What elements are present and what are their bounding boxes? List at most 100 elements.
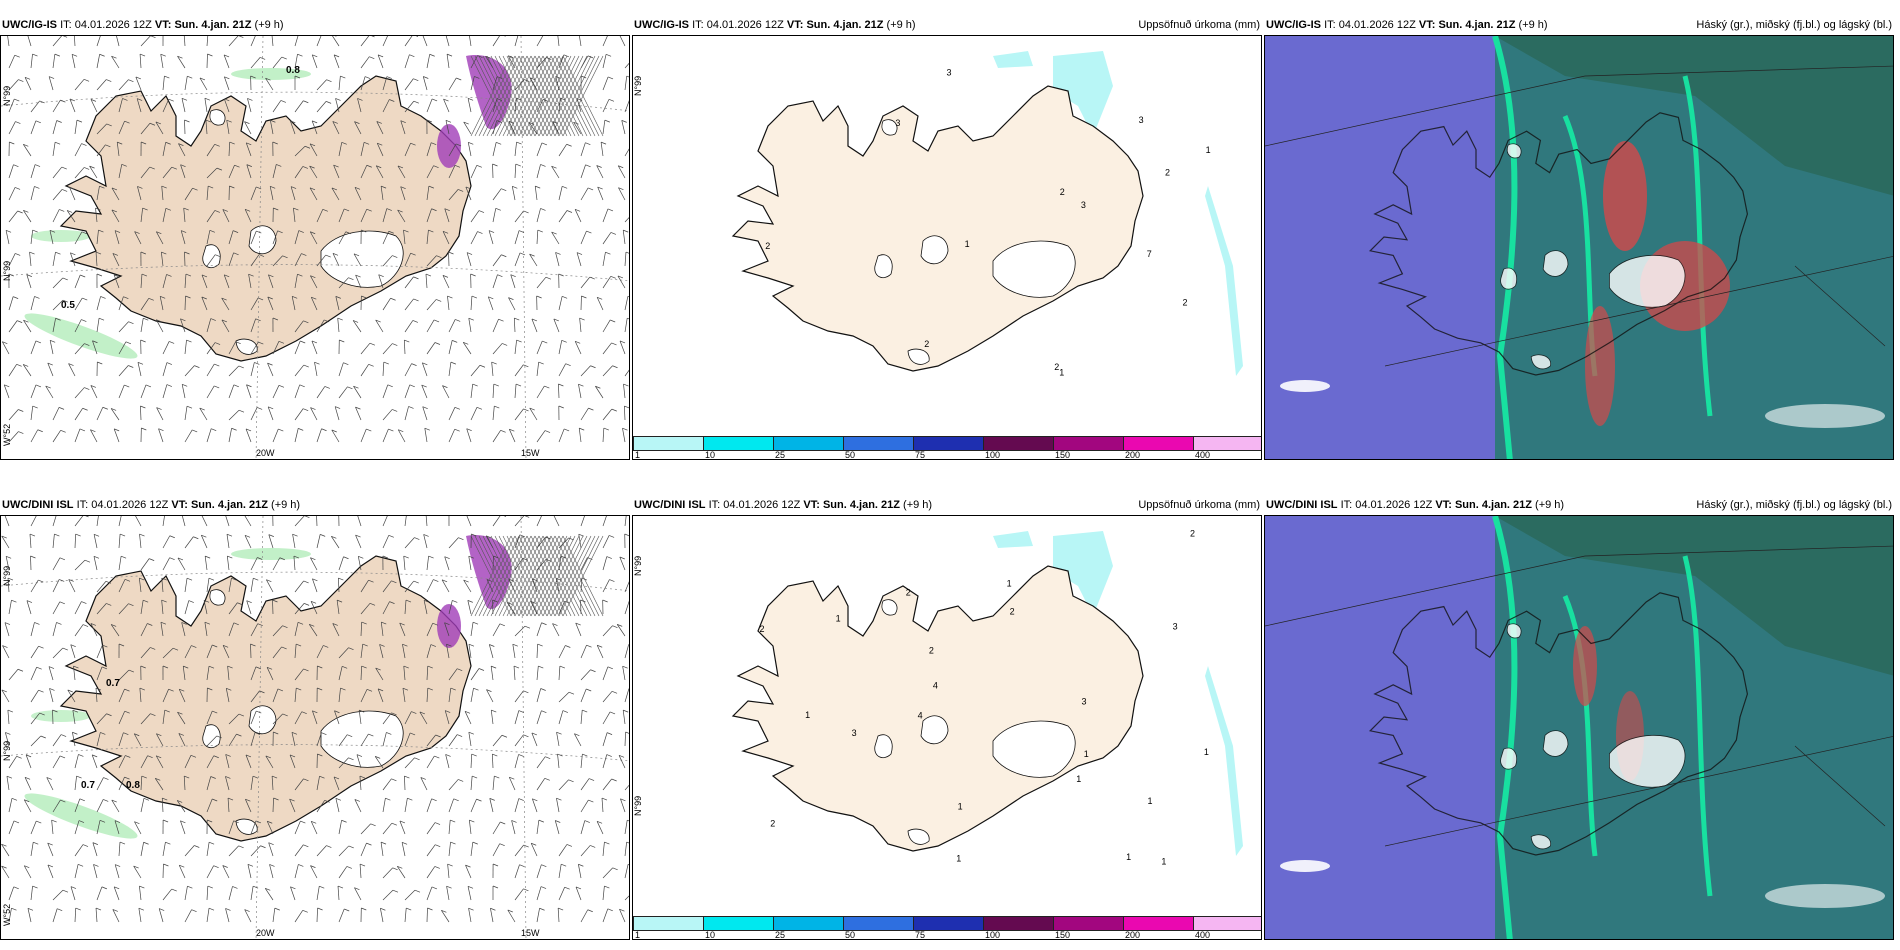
wind-barb-flag xyxy=(208,185,214,189)
wind-barb-flag xyxy=(516,339,522,343)
wind-barb xyxy=(138,578,142,593)
wind-barb xyxy=(8,886,15,901)
wind-barb-flag xyxy=(164,75,170,79)
wind-barb-flag xyxy=(607,908,613,912)
wind-barb-flag xyxy=(112,253,119,256)
wind-barb xyxy=(96,186,100,201)
wind-barb xyxy=(204,98,208,113)
wind-barb xyxy=(338,845,349,857)
wind-barb xyxy=(536,385,545,399)
glacier xyxy=(320,710,404,768)
wind-barb xyxy=(333,54,340,69)
wind-barb xyxy=(294,36,299,47)
wind-barb-flag xyxy=(392,343,398,346)
wind-barb-flag xyxy=(289,754,296,758)
glacier xyxy=(1500,267,1517,290)
wind-barb xyxy=(118,384,125,399)
wind-barb-flag xyxy=(140,141,147,145)
wind-barb-flag xyxy=(84,387,90,390)
wind-barb xyxy=(137,362,142,377)
wind-barb xyxy=(382,516,388,527)
wind-barb xyxy=(624,895,629,901)
wind-barb-flag xyxy=(139,885,145,889)
wind-barb-flag xyxy=(531,842,537,846)
wind-barb xyxy=(426,165,434,179)
precip-value-label: 2 xyxy=(1190,529,1195,539)
wind-barb xyxy=(623,384,626,399)
wind-barb xyxy=(514,864,520,879)
hatch-line xyxy=(482,55,524,137)
wind-barb-flag xyxy=(587,909,593,913)
wind-barb xyxy=(29,534,32,549)
map-cloud[interactable] xyxy=(1264,515,1894,940)
wind-barb-flag xyxy=(62,189,68,192)
map-wind[interactable]: 0.8 0.5 20W 15W N°99 N°99 W°52 xyxy=(0,35,630,460)
wind-barb xyxy=(580,845,591,857)
wind-barb xyxy=(621,120,626,135)
wind-barb xyxy=(74,533,76,549)
map-precip[interactable]: 2 7 3 2 3 2 1 2 1 2 3 2 3 1 N°99 1 10 25 50 75 100 150 200 400 xyxy=(632,35,1262,460)
wind-barb-flag xyxy=(578,863,584,867)
wind-barb xyxy=(49,230,54,245)
wind-barb xyxy=(223,274,230,289)
wind-barb-flag xyxy=(78,754,84,757)
colorbar-tick-label: 50 xyxy=(845,450,856,460)
wind-barb xyxy=(74,559,86,571)
wind-barb-flag xyxy=(111,187,118,191)
wind-barb xyxy=(532,798,538,813)
wind-barb xyxy=(426,907,428,923)
wind-barb xyxy=(576,98,582,113)
wind-barb-flag xyxy=(376,121,382,124)
wind-barb-flag xyxy=(366,689,373,692)
precip-value-label: 2 xyxy=(906,588,911,598)
wind-barb xyxy=(228,230,234,245)
wind-barb xyxy=(580,645,587,659)
wind-barb-flag xyxy=(579,317,585,321)
wind-barb-flag xyxy=(447,295,453,299)
wind-barb-flag xyxy=(602,599,608,603)
wind-barb-flag xyxy=(120,555,127,559)
wind-barb xyxy=(160,54,164,69)
wind-barb-flag xyxy=(137,98,143,101)
wind-barb-flag xyxy=(166,362,173,365)
wind-barb xyxy=(45,385,54,399)
wind-barb-flag xyxy=(493,555,499,559)
wind-barb-flag xyxy=(49,230,56,233)
wind-barb-flag xyxy=(597,186,603,190)
wind-barb-flag xyxy=(344,208,350,212)
wind-barb xyxy=(250,254,260,267)
wind-barb-flag xyxy=(106,713,112,717)
wind-barb xyxy=(404,580,415,593)
wind-barb xyxy=(52,407,60,421)
panel-title: Háský (gr.), miðský (fj.bl.) og lágský (… xyxy=(1696,499,1892,511)
wind-barb-flag xyxy=(233,252,239,256)
wind-barb-flag xyxy=(491,361,497,365)
wind-barb xyxy=(8,296,14,311)
it-value: 04.01.2026 12Z xyxy=(91,499,169,511)
wind-barb xyxy=(316,907,318,923)
wind-barb xyxy=(463,121,472,135)
precip-value-label: 3 xyxy=(1139,115,1144,125)
wind-barb-flag xyxy=(60,429,66,433)
wind-barb-flag xyxy=(561,863,567,867)
map-precip[interactable]: 2 1 1 1 3 4 3 4 1 1 2 2 1 2 1 1 1 2 1 3 1 2 N°99 N°99 1 10 25 50 75… xyxy=(632,515,1262,940)
wind-barb xyxy=(206,842,210,857)
wind-barb xyxy=(624,820,628,835)
precip-area xyxy=(1053,531,1113,616)
wind-barb xyxy=(268,274,274,289)
map-wind[interactable]: 0.7 0.7 0.8 20W 15W N°99 N°99 W°52 xyxy=(0,515,630,940)
wind-barb-flag xyxy=(248,273,254,277)
wind-barb xyxy=(332,36,340,47)
wind-barb xyxy=(360,36,370,47)
wind-barb-flag xyxy=(106,603,112,606)
wind-barb xyxy=(222,865,230,879)
wind-barb-flag xyxy=(187,75,193,79)
wind-barb-flag xyxy=(267,362,273,366)
wind-barb xyxy=(184,755,192,769)
wind-barb xyxy=(161,186,164,201)
wind-barb xyxy=(529,77,538,91)
wind-barb-flag xyxy=(183,665,189,669)
wind-barb-flag xyxy=(366,164,372,168)
map-cloud[interactable] xyxy=(1264,35,1894,460)
wind-barb-flag xyxy=(463,121,469,125)
